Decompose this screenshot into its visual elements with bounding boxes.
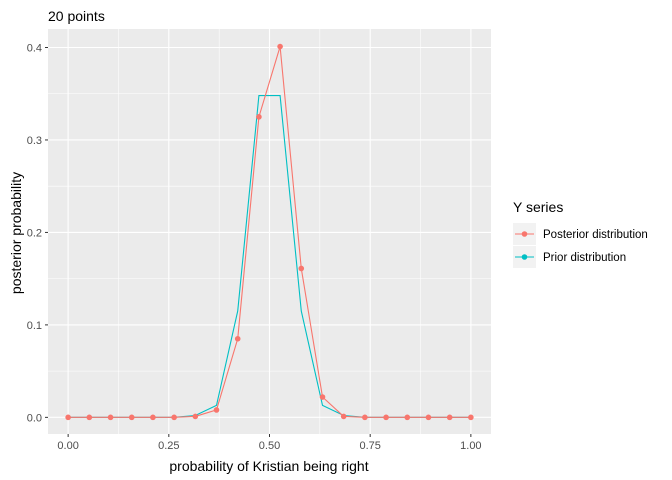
- x-axis-title: probability of Kristian being right: [169, 458, 368, 474]
- legend-key-point: [521, 231, 528, 237]
- x-tick-label: 1.00: [460, 440, 481, 452]
- axis-ticks: 0.00 0.25 0.50 0.75 1.00 0.0 0.1 0.2 0.3 0.4: [27, 42, 482, 452]
- y-tick-label: 0.2: [27, 227, 42, 239]
- posterior-point: [128, 414, 135, 421]
- posterior-point: [468, 414, 474, 421]
- posterior-point: [319, 394, 326, 400]
- y-tick-label: 0.0: [27, 412, 42, 424]
- posterior-point: [446, 414, 453, 421]
- posterior-point: [256, 114, 262, 120]
- posterior-point: [340, 413, 347, 420]
- legend-key-point: [521, 254, 528, 260]
- posterior-point: [171, 414, 177, 421]
- legend: Y series Posterior distribution Prior dis…: [513, 199, 648, 268]
- y-tick-label: 0.4: [27, 42, 42, 54]
- posterior-point: [86, 414, 93, 421]
- posterior-point: [234, 335, 241, 342]
- major-gridlines: [48, 29, 491, 434]
- chart-title: 20 points: [48, 8, 105, 24]
- posterior-point: [425, 414, 432, 421]
- posterior-point: [150, 414, 156, 421]
- posterior-point: [107, 414, 114, 421]
- x-tick-label: 0.00: [57, 440, 78, 452]
- legend-title: Y series: [513, 199, 563, 215]
- legend-label: Prior distribution: [543, 252, 626, 264]
- y-axis-title: posterior probability: [8, 172, 24, 294]
- legend-label: Posterior distribution: [543, 229, 648, 241]
- posterior-point: [65, 414, 71, 421]
- series-layer: [65, 43, 474, 421]
- x-tick-label: 0.25: [158, 440, 179, 452]
- posterior-point: [383, 414, 389, 421]
- x-tick-label: 0.50: [259, 440, 280, 452]
- posterior-point: [277, 43, 283, 50]
- posterior-point: [298, 265, 305, 272]
- y-tick-label: 0.1: [27, 320, 42, 332]
- posterior-distribution-line: [68, 46, 471, 418]
- posterior-point: [362, 414, 368, 421]
- posterior-point: [404, 414, 411, 421]
- posterior-point: [213, 407, 220, 413]
- x-tick-label: 0.75: [359, 440, 380, 452]
- y-tick-label: 0.3: [27, 135, 42, 147]
- posterior-point: [192, 413, 199, 420]
